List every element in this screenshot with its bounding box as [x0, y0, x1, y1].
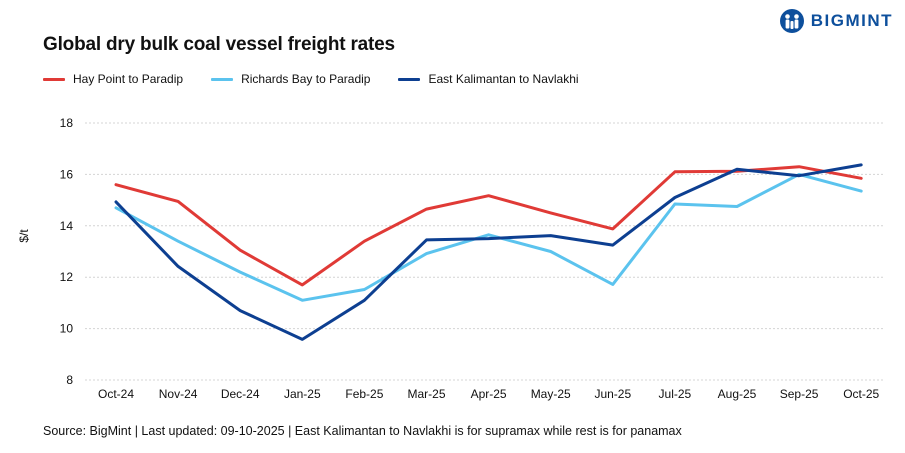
series-line-0 [114, 165, 863, 287]
legend-swatch [43, 77, 65, 81]
legend-label: Hay Point to Paradip [73, 72, 184, 86]
x-tick-label: Jan-25 [284, 387, 321, 401]
series-line-2 [114, 163, 863, 341]
legend-item-east-kalimantan: East Kalimantan to Navlakhi [398, 72, 579, 86]
x-tick-label: Jun-25 [594, 387, 631, 401]
x-tick-label: Sep-25 [780, 387, 819, 401]
series-line-1 [114, 172, 863, 302]
legend-item-richards-bay: Richards Bay to Paradip [211, 72, 370, 86]
bigmint-logo-icon [779, 9, 804, 33]
x-tick-label: Nov-24 [159, 387, 198, 401]
legend-item-hay-point: Hay Point to Paradip [43, 72, 183, 86]
y-tick-label: 12 [60, 270, 74, 284]
y-tick-label: 8 [66, 373, 73, 387]
x-tick-label: Feb-25 [345, 387, 383, 401]
legend-label: East Kalimantan to Navlakhi [428, 72, 579, 86]
legend-label: Richards Bay to Paradip [241, 72, 371, 86]
brand-logo: BIGMINT [779, 8, 893, 34]
x-tick-label: Aug-25 [718, 387, 757, 401]
y-tick-label: 16 [60, 167, 74, 181]
source-note: Source: BigMint | Last updated: 09-10-20… [43, 424, 682, 438]
y-tick-label: 18 [60, 116, 74, 130]
legend-swatch [211, 77, 234, 81]
y-tick-label: 10 [60, 322, 74, 336]
x-tick-label: Jul-25 [659, 387, 692, 401]
y-tick-label: 14 [60, 219, 74, 233]
chart-legend: Hay Point to Paradip Richards Bay to Par… [43, 72, 579, 86]
x-tick-label: Oct-25 [843, 387, 879, 401]
x-tick-label: Oct-24 [98, 387, 134, 401]
brand-name: BIGMINT [810, 11, 893, 30]
x-tick-label: Apr-25 [471, 387, 507, 401]
y-axis-label: $/t [17, 229, 31, 243]
x-tick-label: May-25 [531, 387, 571, 401]
x-tick-label: Mar-25 [407, 387, 445, 401]
chart-title: Global dry bulk coal vessel freight rate… [43, 34, 395, 55]
x-tick-label: Dec-24 [221, 387, 260, 401]
legend-swatch [398, 77, 421, 81]
